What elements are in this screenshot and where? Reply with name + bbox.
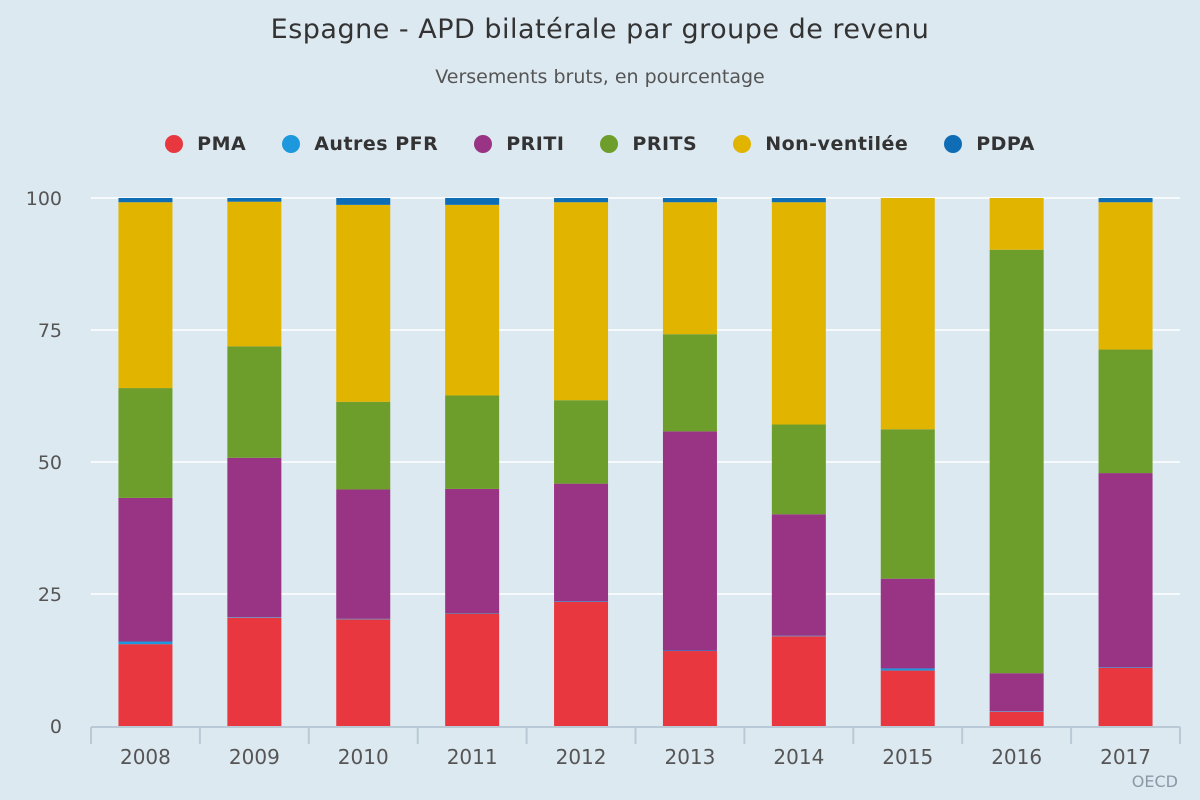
x-tick-label: 2017 (1100, 745, 1151, 769)
y-tick-label: 100 (26, 188, 62, 210)
x-tick-label: 2015 (882, 745, 933, 769)
bar-segment (554, 400, 609, 484)
bar-segment (662, 198, 717, 203)
bar-segment (989, 249, 1044, 674)
bar-segment (662, 431, 717, 651)
bar-segment (880, 668, 935, 671)
bar-segment (445, 198, 500, 205)
legend-label: PRITS (632, 133, 698, 155)
bar-segment (227, 198, 282, 202)
bar-segment (336, 619, 391, 726)
y-tick-label: 25 (38, 584, 62, 606)
legend-swatch (474, 135, 493, 153)
bar-segment (1098, 202, 1153, 350)
y-tick-label: 50 (38, 452, 62, 474)
bar-segment (118, 198, 173, 203)
bar-segment (1098, 473, 1153, 668)
bar-segment (336, 204, 391, 402)
bar-segment (1098, 667, 1153, 726)
legend-item[interactable]: Autres PFR (282, 133, 438, 155)
bar-segment (1098, 349, 1153, 474)
y-tick-label: 0 (50, 716, 62, 738)
bar-segment (1098, 198, 1153, 203)
source-credit[interactable]: OECD (1131, 772, 1178, 791)
legend-swatch (282, 135, 301, 153)
bar-segment (554, 202, 609, 401)
bar-segment (662, 202, 717, 335)
chart-legend: PMA Autres PFR PRITI PRITS Non-ventilée PDPA (0, 133, 1200, 155)
bar-segment (880, 670, 935, 726)
x-tick-label: 2012 (556, 745, 607, 769)
bar-segment (445, 613, 500, 614)
bar-segment (445, 204, 500, 396)
bar-segment (118, 644, 173, 726)
bar-segment (118, 202, 173, 389)
bar-segment (227, 457, 282, 618)
x-tick-label: 2010 (338, 745, 389, 769)
bar-segment (989, 711, 1044, 726)
bar-segment (989, 198, 1044, 250)
x-tick-label: 2008 (120, 745, 171, 769)
bar-segment (662, 650, 717, 652)
legend-swatch (944, 135, 963, 153)
bar-segment (554, 198, 609, 203)
bar-segment (989, 673, 1044, 712)
legend-item[interactable]: PMA (165, 133, 246, 155)
bar-segment (227, 346, 282, 458)
bar-segment (336, 401, 391, 490)
x-tick-label: 2014 (773, 745, 824, 769)
legend-label: PRITI (506, 133, 565, 155)
bar-segment (880, 429, 935, 579)
bar-segment (1098, 667, 1153, 668)
bar-segment (336, 618, 391, 620)
legend-item[interactable]: Non-ventilée (733, 133, 908, 155)
bar-segment (227, 201, 282, 347)
bar-segment (771, 424, 826, 515)
bar-segment (118, 388, 173, 498)
bar-segment (445, 488, 500, 614)
bar-segment (336, 198, 391, 205)
legend-label: Non-ventilée (765, 133, 909, 155)
legend-swatch (165, 135, 184, 153)
bar-segment (118, 497, 173, 642)
bar-segment (227, 617, 282, 618)
legend-swatch (600, 135, 619, 153)
bar-segment (989, 711, 1044, 712)
legend-label: PMA (197, 133, 247, 155)
bar-segment (880, 578, 935, 669)
bar-segment (880, 198, 935, 430)
x-tick-label: 2016 (991, 745, 1042, 769)
legend-item[interactable]: PDPA (944, 133, 1035, 155)
chart-subtitle: Versements bruts, en pourcentage (435, 66, 765, 88)
chart-title: Espagne - APD bilatérale par groupe de r… (270, 14, 930, 45)
x-tick-label: 2011 (447, 745, 498, 769)
bar-segment (554, 601, 609, 726)
bar-segment (771, 198, 826, 203)
bar-segment (771, 635, 826, 637)
bar-segment (118, 641, 173, 645)
bar-segment (771, 636, 826, 726)
bar-segment (662, 334, 717, 432)
bar-segment (554, 601, 609, 602)
bar-segment (445, 613, 500, 726)
legend-label: Autres PFR (314, 133, 439, 155)
bar-segment (771, 514, 826, 636)
legend-label: PDPA (976, 133, 1035, 155)
bar-segment (336, 489, 391, 619)
bar-segment (662, 651, 717, 726)
legend-item[interactable]: PRITS (600, 133, 697, 155)
bar-segment (771, 202, 826, 425)
legend-swatch (733, 135, 752, 153)
bar-segment (554, 483, 609, 602)
x-tick-label: 2013 (664, 745, 715, 769)
x-tick-label: 2009 (229, 745, 280, 769)
legend-item[interactable]: PRITI (474, 133, 564, 155)
bar-segment (227, 617, 282, 726)
bar-segment (445, 395, 500, 489)
y-tick-label: 75 (38, 320, 62, 342)
